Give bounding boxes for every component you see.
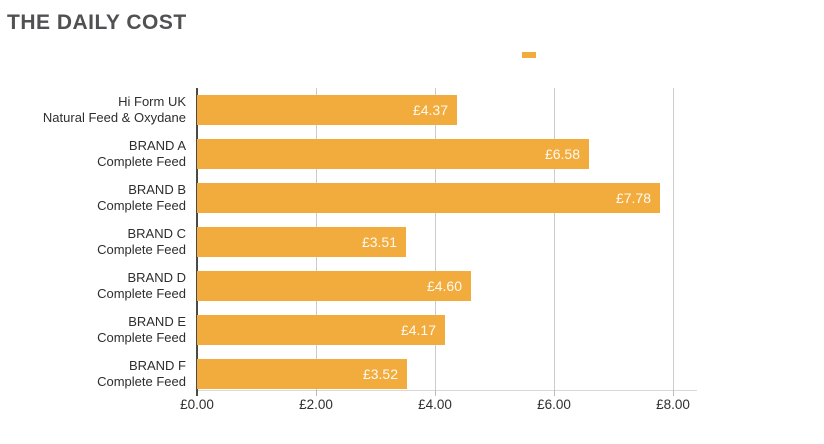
category-label-line: BRAND B [128, 182, 186, 197]
bar: £4.60 [197, 271, 471, 301]
x-tick-label: £8.00 [656, 397, 690, 412]
bar: £3.51 [197, 227, 406, 257]
category-label: Hi Form UK Natural Feed & Oxydane [0, 94, 186, 125]
category-label-line: Hi Form UK [118, 94, 186, 109]
category-label-line: Complete Feed [97, 286, 186, 301]
x-axis-tick [554, 390, 555, 396]
bar-value-label: £3.51 [361, 234, 397, 250]
category-label-line: BRAND A [128, 138, 186, 153]
category-label: BRAND D Complete Feed [0, 270, 186, 301]
x-tick-label: £2.00 [299, 397, 333, 412]
chart-title: THE DAILY COST [7, 11, 187, 34]
bar: £3.52 [197, 359, 407, 389]
legend-swatch [522, 52, 536, 58]
category-label: BRAND A Complete Feed [0, 138, 186, 169]
gridline [554, 88, 555, 390]
gridline [673, 88, 674, 390]
x-tick-label: £4.00 [418, 397, 452, 412]
x-tick-label: £6.00 [537, 397, 571, 412]
category-label-line: BRAND F [128, 358, 186, 373]
category-label: BRAND B Complete Feed [0, 182, 186, 213]
category-label-line: Complete Feed [97, 330, 186, 345]
plot-area: £4.37 £6.58 £7.78 £3.51 £4.60 £4.17 £3.52 [196, 88, 697, 396]
bar-value-label: £6.58 [544, 146, 580, 162]
category-label-line: BRAND E [128, 314, 186, 329]
bar: £6.58 [197, 139, 589, 169]
category-label: BRAND E Complete Feed [0, 314, 186, 345]
bar: £7.78 [197, 183, 660, 213]
category-label-line: BRAND D [127, 270, 186, 285]
x-axis-tick [673, 390, 674, 396]
bar-value-label: £4.60 [426, 278, 462, 294]
category-label: BRAND F Complete Feed [0, 358, 186, 389]
x-axis-tick [316, 390, 317, 396]
x-tick-label: £0.00 [180, 397, 214, 412]
bar-value-label: £4.37 [412, 102, 448, 118]
category-label-line: BRAND C [127, 226, 186, 241]
category-label-line: Complete Feed [97, 154, 186, 169]
bar-value-label: £7.78 [615, 190, 651, 206]
category-label: BRAND C Complete Feed [0, 226, 186, 257]
bar-value-label: £4.17 [400, 322, 436, 338]
gridline [435, 88, 436, 390]
category-label-line: Natural Feed & Oxydane [42, 110, 186, 125]
legend [522, 52, 536, 58]
category-label-line: Complete Feed [97, 242, 186, 257]
category-label-line: Complete Feed [97, 198, 186, 213]
value-axis-labels: £0.00 £2.00 £4.00 £6.00 £8.00 [180, 397, 697, 415]
category-label-line: Complete Feed [97, 374, 186, 389]
bar: £4.17 [197, 315, 445, 345]
x-axis-tick [435, 390, 436, 396]
bar: £4.37 [197, 95, 457, 125]
bar-value-label: £3.52 [362, 366, 398, 382]
